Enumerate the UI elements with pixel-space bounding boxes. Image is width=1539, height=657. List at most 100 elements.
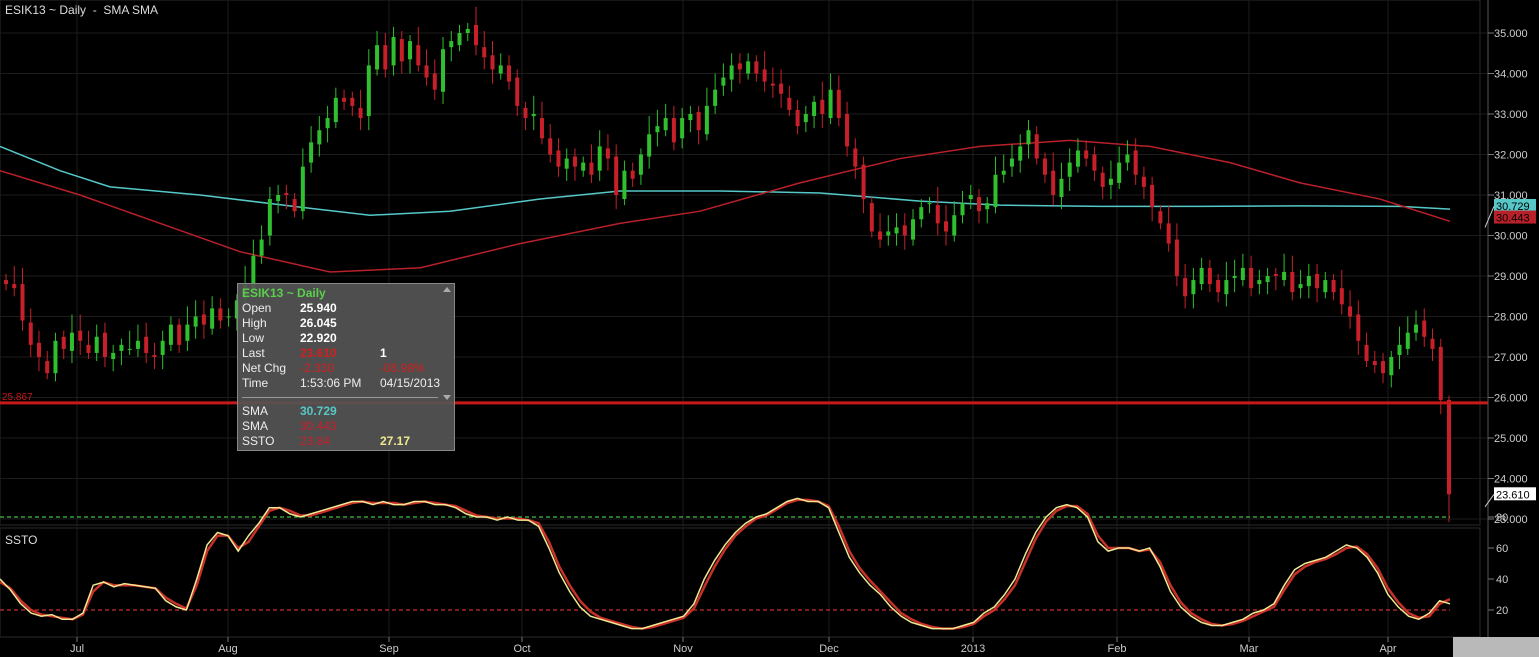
candle-body (424, 65, 429, 78)
candle-body (86, 344, 91, 353)
y-tick-label: 29.000 (1494, 271, 1528, 283)
candle-body (902, 225, 907, 236)
y-tick-label: 34.000 (1494, 69, 1528, 81)
candle-body (1323, 280, 1328, 293)
candle-body (770, 83, 775, 86)
tooltip-row-last: Last 23.610 1 (242, 346, 454, 361)
candle-body (1290, 271, 1295, 293)
last-tag-leader (1484, 494, 1495, 508)
candle-body (820, 99, 825, 114)
candle-body (317, 130, 322, 145)
candle-body (985, 203, 990, 210)
candle-body (1067, 162, 1072, 177)
candle-body (589, 162, 594, 175)
y-tick-label: 27.000 (1494, 352, 1528, 364)
candle-body (201, 314, 206, 325)
candle-body (1364, 344, 1369, 362)
candle-body (399, 39, 404, 62)
candle-body (523, 107, 528, 119)
candle-body (680, 118, 685, 139)
candle-body (539, 118, 544, 139)
candle-body (647, 134, 652, 157)
candle-body (267, 199, 272, 236)
sma1-label: SMA (242, 404, 269, 418)
candle-body (1166, 223, 1171, 244)
candle-body (342, 97, 347, 102)
tooltip-row-netchg: Net Chg -2.330 -08.98% (242, 361, 454, 376)
candle-body (795, 109, 800, 127)
candle-body (1084, 150, 1089, 159)
candle-body (894, 227, 899, 234)
candle-body (333, 97, 338, 123)
sma-lines (0, 139, 1451, 273)
candle-body (1381, 361, 1386, 374)
candle-body (911, 219, 916, 240)
y-tick-label: 28.000 (1494, 312, 1528, 324)
candle-body (1133, 150, 1138, 175)
y-tick-label: 33.000 (1494, 109, 1528, 121)
candle-body (655, 126, 660, 133)
sma-fast-line (0, 145, 1451, 217)
x-tick-label: Dec (819, 643, 839, 655)
candle-body (1207, 267, 1212, 285)
candle-body (284, 192, 289, 195)
candle-body (919, 207, 924, 220)
candle-body (61, 336, 66, 349)
price-panel-frame (0, 0, 1481, 526)
candle-body (737, 63, 742, 70)
candle-body (391, 37, 396, 66)
candle-body (1224, 280, 1229, 295)
candle-body (952, 215, 957, 236)
candle-body (69, 332, 74, 351)
candle-body (457, 33, 462, 46)
candle-body (1265, 276, 1270, 283)
candle-body (803, 114, 808, 123)
candle-body (1348, 306, 1353, 317)
axes: 35.00034.00033.00032.00031.00030.00029.0… (70, 0, 1536, 655)
candle-body (177, 324, 182, 345)
candle-body (1026, 130, 1031, 145)
candle-body (1183, 278, 1188, 297)
horizontal-scrollbar[interactable] (1453, 637, 1539, 657)
candle-body (226, 316, 231, 318)
time-value: 1:53:06 PM (300, 376, 362, 390)
candle-body (1397, 344, 1402, 355)
candle-body (185, 324, 190, 341)
open-label: Open (242, 301, 272, 315)
candle-body (111, 352, 116, 360)
candle-body (168, 324, 173, 345)
candle-body (762, 69, 767, 82)
candle-body (234, 300, 239, 319)
candle-body (754, 61, 759, 74)
candle-body (927, 203, 932, 205)
candle-body (861, 164, 866, 200)
candle-body (993, 174, 998, 208)
chart-title: ESIK13 ~ Daily - SMA SMA (5, 3, 159, 17)
scroll-down-icon[interactable] (443, 395, 451, 400)
x-tick-label: Aug (218, 643, 238, 655)
candle-body (144, 336, 149, 353)
candle-body (474, 24, 479, 46)
candle-body (812, 101, 817, 117)
candle-body (1018, 146, 1023, 161)
sma-slow-line (0, 139, 1451, 273)
candle-body (449, 41, 454, 48)
candle-body (135, 340, 140, 349)
sma-slow-tag: 30.443 (1496, 213, 1530, 225)
candle-body (1315, 273, 1320, 289)
candle-body (828, 89, 833, 119)
candle-body (531, 114, 536, 117)
candle-body (836, 89, 841, 119)
ssto-k-line (0, 497, 1451, 630)
candle-body (193, 316, 198, 327)
tooltip-row-open: Open 25.940 (242, 301, 454, 316)
candle-body (210, 308, 215, 329)
candle-body (1273, 273, 1278, 276)
candle-body (1108, 178, 1113, 185)
candle-body (1240, 267, 1245, 281)
tooltip-divider (242, 397, 438, 398)
scroll-up-icon[interactable] (443, 287, 451, 292)
candle-body (94, 336, 99, 353)
candle-body (1059, 178, 1064, 198)
